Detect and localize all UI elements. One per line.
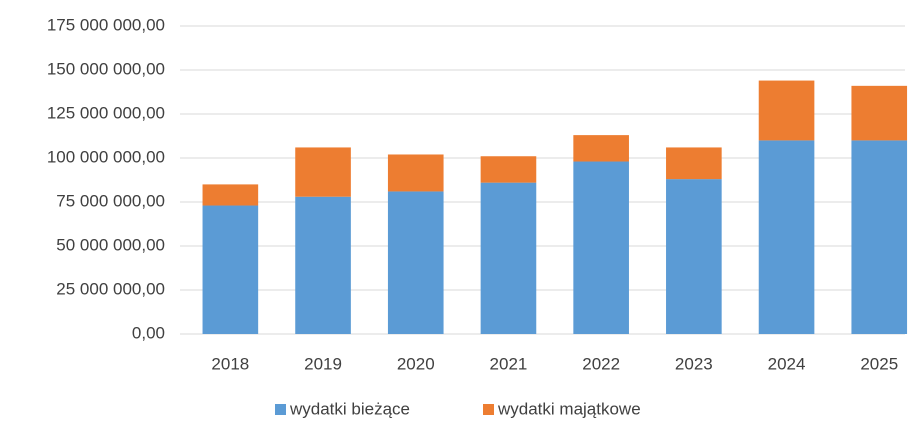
y-tick-label: 150 000 000,00 [47, 59, 165, 78]
y-tick-label: 50 000 000,00 [56, 235, 165, 254]
x-tick-label: 2021 [490, 354, 528, 373]
bar-segment [480, 156, 537, 183]
legend-swatch [483, 404, 494, 415]
bar-segment [295, 147, 351, 197]
x-tick-label: 2020 [397, 354, 435, 373]
bar-segment [666, 179, 722, 334]
x-tick-label: 2023 [675, 354, 713, 373]
x-tick-label: 2019 [304, 354, 342, 373]
bar-segment [851, 85, 908, 141]
bar-segment [387, 154, 444, 192]
y-tick-label: 25 000 000,00 [56, 279, 165, 298]
x-tick-label: 2018 [211, 354, 249, 373]
bar-segment [202, 184, 259, 206]
y-tick-label: 100 000 000,00 [47, 147, 165, 166]
legend-label: wydatki bieżące [289, 399, 410, 418]
bar-segment [758, 80, 815, 141]
bar-segment [573, 161, 629, 334]
x-tick-label: 2022 [582, 354, 620, 373]
y-tick-label: 125 000 000,00 [47, 103, 165, 122]
y-tick-label: 0,00 [132, 323, 165, 342]
bar-segment [295, 196, 351, 334]
bar-segment [758, 140, 815, 334]
legend-label: wydatki majątkowe [497, 399, 641, 418]
y-tick-label: 75 000 000,00 [56, 191, 165, 210]
legend-swatch [275, 404, 286, 415]
bar-segment [480, 182, 537, 334]
bar-segment [666, 147, 722, 180]
bar-segment [851, 140, 908, 334]
bar-segment [202, 205, 259, 334]
y-tick-label: 175 000 000,00 [47, 15, 165, 34]
bar-segment [573, 135, 629, 162]
x-tick-label: 2025 [860, 354, 898, 373]
bar-segment [387, 191, 444, 334]
x-tick-label: 2024 [768, 354, 806, 373]
